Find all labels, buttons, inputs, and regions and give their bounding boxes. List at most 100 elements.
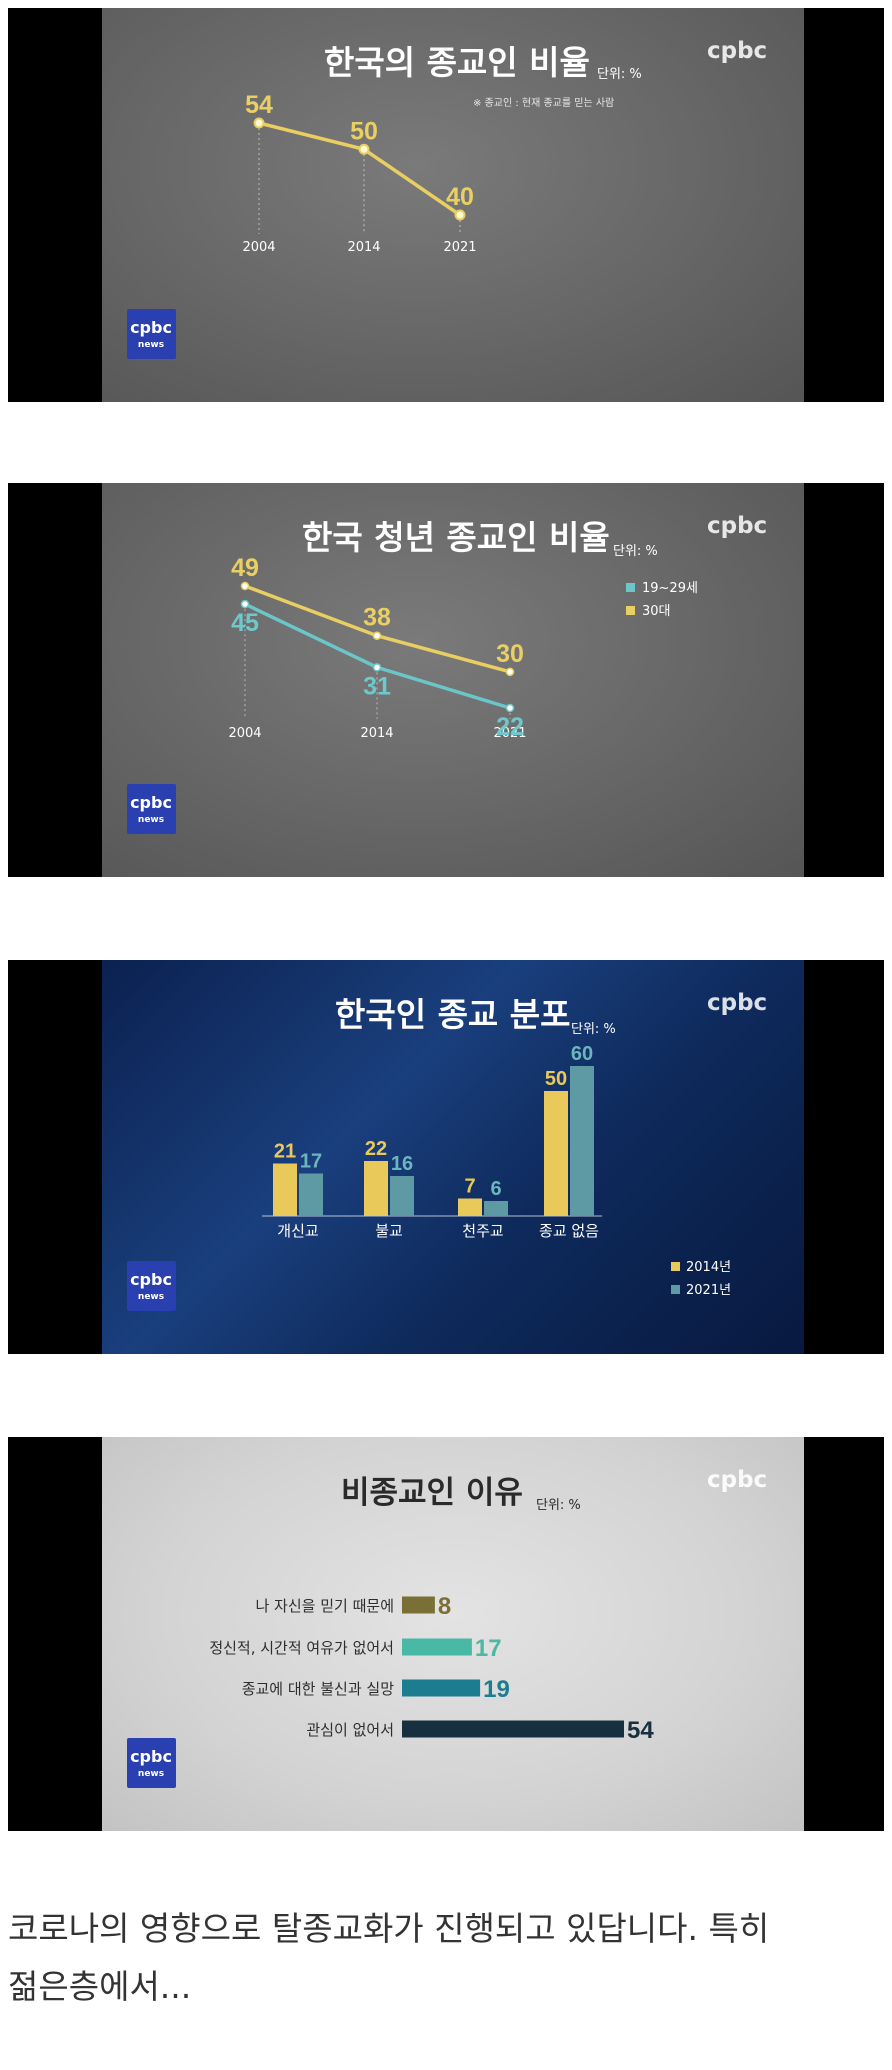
cpbc-news-badge-icon: cpbc news [127, 1738, 176, 1788]
bar-value-label: 21 [274, 1141, 296, 1163]
chart-panel-2: 한국 청년 종교인 비율 단위: % cpbc 2004 2014 2021 49 38… [8, 483, 884, 877]
chart-title: 한국인 종교 분포 [335, 995, 571, 1034]
bar [402, 1679, 481, 1697]
svg-text:cpbc: cpbc [130, 318, 172, 337]
cpbc-news-badge-icon: cpbc news [127, 784, 176, 834]
svg-text:news: news [138, 1769, 164, 1779]
chart-title: 한국 청년 종교인 비율 [302, 518, 610, 557]
chart-title: 비종교인 이유 [341, 1475, 523, 1511]
chart-slide-1: 한국의 종교인 비율 단위: % ※ 종교인 : 현재 종교를 믿는 사람 cp… [102, 8, 804, 402]
data-label: 45 [231, 609, 259, 637]
bar-value-label: 19 [483, 1676, 510, 1703]
category-label: 종교 없음 [539, 1222, 599, 1240]
svg-text:news: news [138, 340, 164, 350]
bar [273, 1163, 297, 1216]
data-point [372, 663, 382, 672]
bar [570, 1066, 594, 1216]
data-label: 38 [363, 604, 391, 632]
x-tick-label: 2014 [347, 240, 380, 255]
svg-text:news: news [138, 1292, 164, 1302]
chart-panel-1: 한국의 종교인 비율 단위: % ※ 종교인 : 현재 종교를 믿는 사람 cp… [8, 8, 884, 402]
cpbc-watermark: cpbc [707, 38, 767, 64]
data-point [240, 599, 250, 609]
category-label: 불교 [375, 1222, 403, 1240]
category-label: 종교에 대한 불신과 실망 [242, 1680, 395, 1698]
plot-area: 8 나 자신을 믿기 때문에 17 정신적, 시간적 여유가 없어서 19 종교에 대한 … [209, 1593, 654, 1744]
unit-label: 단위: % [571, 1022, 616, 1037]
bar-value-label: 7 [464, 1176, 475, 1198]
x-tick-label: 2014 [360, 726, 393, 741]
line-chart-youth-religious-ratio: 한국 청년 종교인 비율 단위: % cpbc 2004 2014 2021 49 38… [127, 513, 767, 834]
data-point [358, 143, 370, 155]
caption-line-2: 젊은층에서... [8, 1967, 192, 2006]
bar [402, 1720, 624, 1738]
bar-value-label: 22 [365, 1138, 387, 1160]
bar-value-label: 60 [571, 1043, 593, 1065]
category-label: 나 자신을 믿기 때문에 [255, 1597, 394, 1615]
hbar-chart-non-religious-reasons: 비종교인 이유 단위: % cpbc 8 나 자신을 믿기 때문에 17 정신적, 시… [127, 1467, 767, 1788]
legend-swatch-2021 [671, 1285, 680, 1294]
bar-value-label: 17 [475, 1635, 502, 1662]
bar [484, 1201, 508, 1216]
legend-swatch-2014 [671, 1262, 680, 1271]
bar-value-label: 16 [391, 1153, 413, 1175]
line-chart-religious-ratio: 한국의 종교인 비율 단위: % ※ 종교인 : 현재 종교를 믿는 사람 cp… [127, 38, 767, 359]
chart-slide-4: 비종교인 이유 단위: % cpbc 8 나 자신을 믿기 때문에 17 정신적, 시… [102, 1437, 804, 1831]
legend-label-19-29: 19~29세 [642, 581, 698, 596]
data-point [240, 581, 250, 591]
data-point [505, 703, 515, 713]
chart-title: 한국의 종교인 비율 [324, 43, 590, 82]
data-label: 40 [446, 183, 474, 211]
legend-label-2014: 2014년 [686, 1260, 731, 1275]
bar [390, 1176, 414, 1216]
data-point [253, 117, 265, 129]
chart-slide-2: 한국 청년 종교인 비율 단위: % cpbc 2004 2014 2021 49 38… [102, 483, 804, 877]
svg-text:cpbc: cpbc [130, 1747, 172, 1766]
plot-area: 2004 2014 2021 54 50 40 [242, 91, 476, 255]
svg-text:cpbc: cpbc [130, 1270, 172, 1289]
bar [402, 1638, 472, 1656]
cpbc-news-badge-icon: cpbc news [127, 309, 176, 359]
data-label: 54 [245, 91, 273, 119]
unit-label: 단위: % [613, 544, 658, 559]
data-point [454, 209, 466, 221]
svg-text:cpbc: cpbc [130, 793, 172, 812]
legend: 19~29세 30대 [626, 581, 698, 619]
chart-slide-3: 한국인 종교 분포 단위: % cpbc 21 17 개신교 22 16 불교 7 6 천주교 5… [102, 960, 804, 1354]
svg-text:news: news [138, 815, 164, 825]
legend-swatch-30s [626, 606, 635, 615]
x-tick-label: 2021 [493, 726, 526, 741]
bar-value-label: 50 [545, 1068, 567, 1090]
category-label: 개신교 [277, 1222, 318, 1240]
caption: 코로나의 영향으로 탈종교화가 진행되고 있답니다. 특히 젊은층에서... [8, 1900, 884, 2016]
data-point [372, 631, 382, 640]
legend-label-30s: 30대 [642, 604, 671, 619]
chart-note: ※ 종교인 : 현재 종교를 믿는 사람 [473, 96, 614, 109]
bar [364, 1161, 388, 1216]
data-label: 31 [363, 672, 391, 700]
caption-line-1: 코로나의 영향으로 탈종교화가 진행되고 있답니다. 특히 [8, 1909, 770, 1948]
category-label: 정신적, 시간적 여유가 없어서 [209, 1639, 394, 1657]
data-label: 22 [496, 713, 524, 741]
data-label: 50 [350, 117, 378, 145]
bar [299, 1173, 323, 1216]
data-label: 30 [496, 640, 524, 668]
bar-value-label: 17 [300, 1151, 322, 1173]
data-label: 49 [231, 554, 259, 582]
category-label: 천주교 [462, 1222, 503, 1240]
data-point [505, 667, 515, 677]
plot-area: 2004 2014 2021 49 38 30 45 31 22 [228, 554, 526, 741]
cpbc-watermark: cpbc [707, 990, 767, 1016]
bar [402, 1596, 435, 1614]
legend: 2014년 2021년 [671, 1260, 731, 1298]
unit-label: 단위: % [536, 1498, 581, 1513]
x-tick-label: 2021 [443, 240, 476, 255]
category-label: 관심이 없어서 [306, 1721, 394, 1739]
cpbc-news-badge-icon: cpbc news [127, 1261, 176, 1311]
chart-panel-3: 한국인 종교 분포 단위: % cpbc 21 17 개신교 22 16 불교 7 6 천주교 5… [8, 960, 884, 1354]
chart-panel-4: 비종교인 이유 단위: % cpbc 8 나 자신을 믿기 때문에 17 정신적, 시… [8, 1437, 884, 1831]
bar [544, 1091, 568, 1216]
x-tick-label: 2004 [228, 726, 261, 741]
